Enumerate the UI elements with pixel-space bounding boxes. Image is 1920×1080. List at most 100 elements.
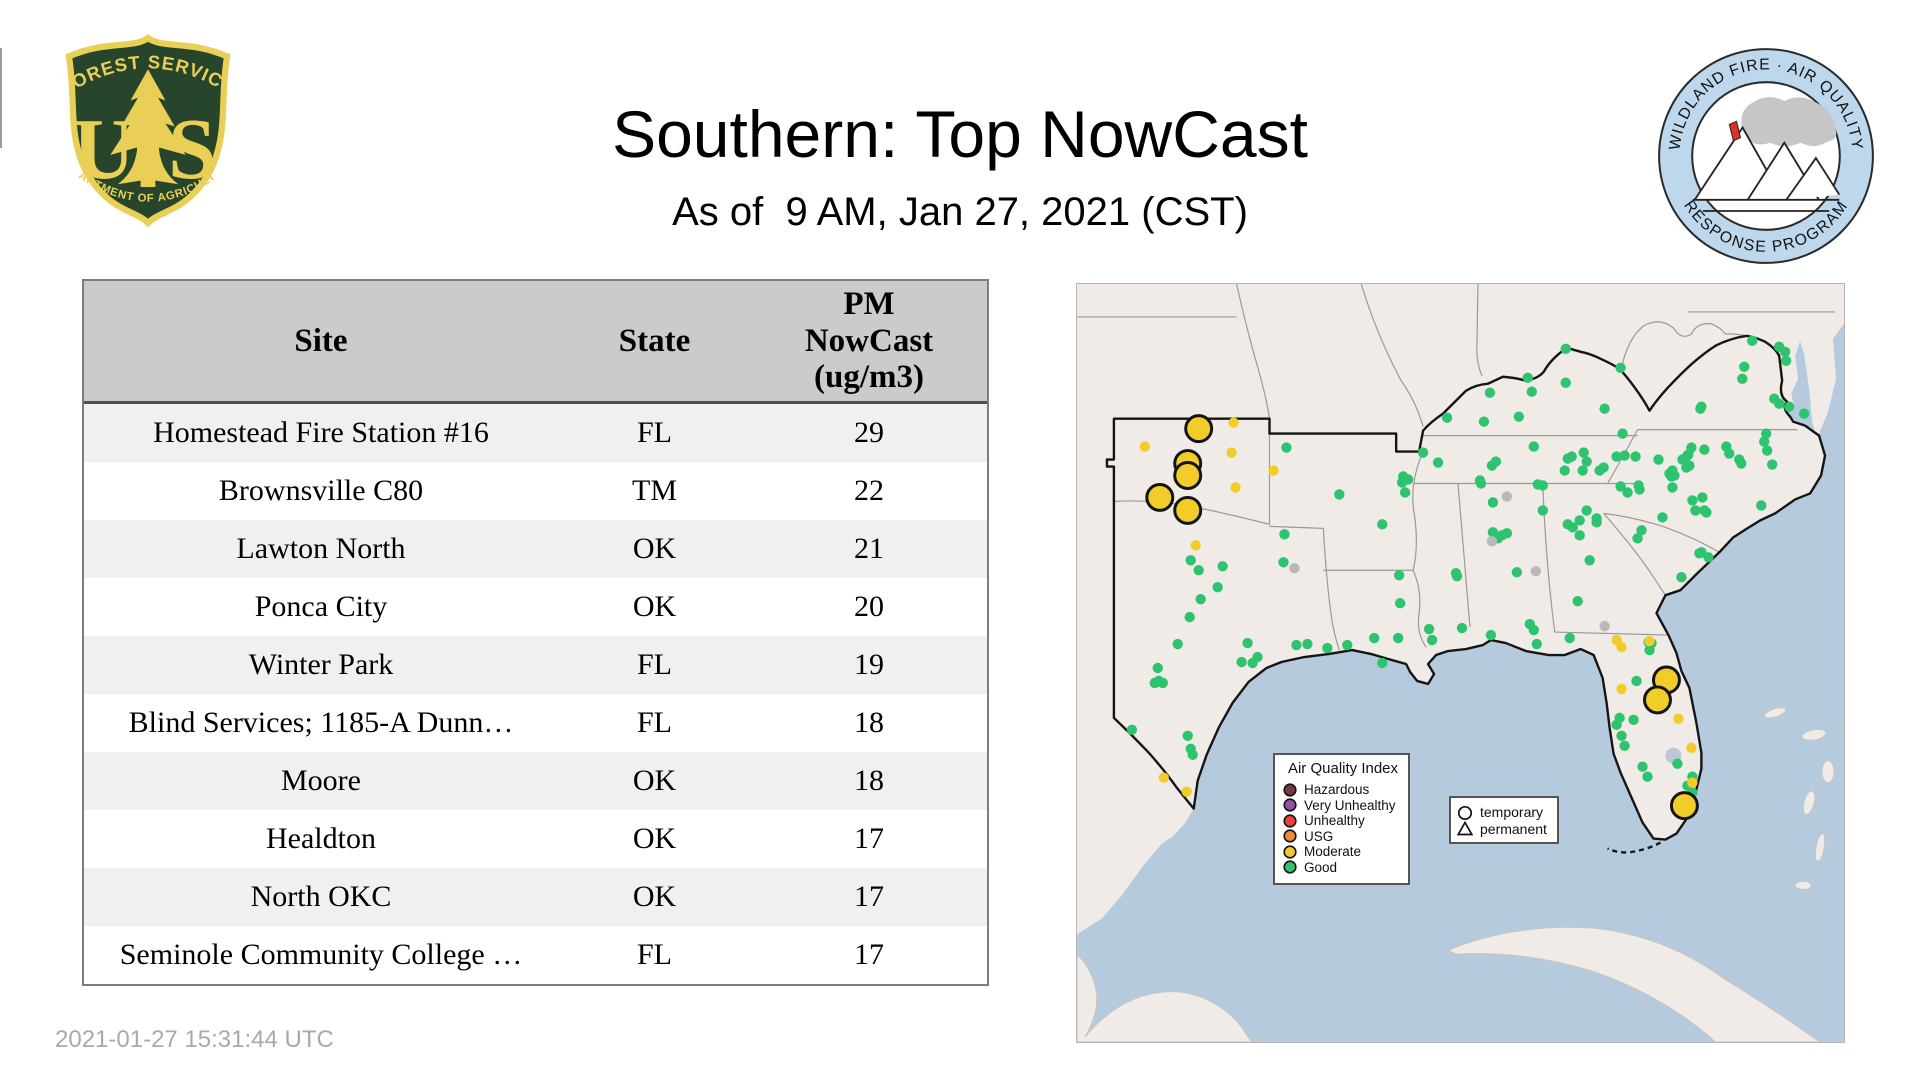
site-marker-good [1423,623,1435,635]
site-marker-good [1615,481,1626,492]
site-marker-moderate [1673,713,1684,725]
site-marker-good [1739,361,1750,372]
site-marker-good [1426,634,1438,646]
table-row: Brownsville C80 TM 22 [84,462,987,520]
usfs-logo: FOREST SERVICE U S DEPARTMENT OF AGRICUL… [56,32,231,228]
cell-state: FL [636,706,672,739]
site-marker-temporary-moderate [1173,495,1203,525]
site-marker-good [1697,492,1708,503]
cell-value: 22 [854,474,884,507]
site-marker-good [1684,460,1695,471]
cell-value: 18 [854,706,884,739]
cell-site: Blind Services; 1185-A Dunn… [128,706,514,739]
site-marker-good [1377,657,1388,669]
site-marker-good [1599,403,1610,414]
site-marker-good [1281,442,1292,453]
site-marker-good [1584,555,1595,566]
site-marker-good [1644,644,1655,656]
legend-label: Hazardous [1304,782,1370,798]
site-marker-moderate [1190,540,1201,551]
site-marker-good [1686,442,1697,453]
legend-item-temporary: temporary [1457,803,1551,820]
site-marker-good [1152,662,1163,674]
table-row: Lawton North OK 21 [84,520,987,578]
site-marker-good [1619,740,1630,751]
temporary-circle-icon [1457,805,1473,820]
cell-site: Brownsville C80 [218,474,424,507]
cell-state: FL [636,416,672,449]
cell-site: Moore [281,764,361,797]
site-marker-good [1172,638,1183,650]
site-marker-good [1369,632,1380,644]
site-marker-moderate [1268,465,1279,476]
site-marker-good [1798,408,1810,419]
legend-label: temporary [1480,803,1544,820]
site-marker-moderate [1687,777,1698,788]
cell-value: 19 [854,648,884,681]
site-marker-good [1783,401,1795,412]
legend-item-permanent: permanent [1457,820,1551,837]
table-row: Winter Park FL 19 [84,636,987,694]
site-marker-good [1456,622,1468,634]
site-marker-good [1126,724,1138,736]
site-marker-good [1185,555,1196,566]
site-marker-good [1528,624,1539,636]
cuba [1446,926,1821,1042]
site-marker-good [1522,372,1534,383]
aqi-legend: Air Quality Index Hazardous Very Unhealt… [1273,753,1410,885]
site-marker-good [1187,749,1198,760]
moderate-dot-icon [1283,845,1297,859]
cell-value: 29 [854,416,884,449]
site-marker-good [1236,656,1247,668]
site-marker-good [1394,597,1406,609]
column-header-site: Site [294,322,348,359]
site-marker-good [1560,377,1571,388]
page-title: Southern: Top NowCast [612,97,1308,172]
site-marker-good [1574,515,1585,526]
site-marker-good [1302,638,1313,650]
site-marker-good [1217,561,1228,572]
legend-label: Unhealthy [1304,813,1365,829]
table-row: Homestead Fire Station #16 FL 29 [84,404,987,462]
site-marker-good [1485,629,1497,641]
site-marker-good [1528,441,1539,452]
site-marker-good [1622,487,1633,498]
site-marker-good [1184,611,1195,623]
cell-state: OK [632,764,677,797]
site-marker-missing [1530,566,1541,577]
table-row: Ponca City OK 20 [84,578,987,636]
cell-site: Lawton North [236,532,406,565]
legend-label: Good [1304,859,1338,875]
table-header-row: Site State PM NowCast (ug/m3) [84,281,987,404]
cell-state: OK [632,532,677,565]
very-unhealthy-dot-icon [1283,798,1297,812]
site-marker-good [1581,505,1592,516]
site-marker-good [1762,445,1773,456]
site-marker-good [1392,632,1404,644]
site-marker-temporary-moderate [1145,482,1175,512]
site-marker-moderate [1616,641,1627,653]
legend-item-usg: USG [1283,829,1403,845]
site-marker-good [1531,638,1542,650]
cell-site: Winter Park [248,648,394,681]
site-marker-good [1594,465,1605,476]
column-header-state: State [618,322,691,359]
table-row: North OKC OK 17 [84,868,987,926]
site-marker-moderate [1616,683,1627,695]
site-marker-good [1631,675,1642,687]
site-marker-good [1478,416,1490,427]
marker-type-legend: temporary permanent [1449,796,1559,844]
monitoring-sites-map: Air Quality Index Hazardous Very Unhealt… [1076,283,1845,1043]
site-marker-good [1724,448,1735,459]
site-marker-good [1432,457,1444,468]
cell-site: Seminole Community College … [119,938,523,971]
cell-site: North OKC [250,880,392,913]
legend-item-moderate: Moderate [1283,844,1403,860]
cell-value: 21 [854,532,884,565]
site-marker-good [1773,398,1785,409]
site-marker-moderate [1139,441,1151,452]
site-marker-good [1611,451,1622,462]
good-dot-icon [1283,860,1297,874]
site-marker-good [1667,482,1678,493]
site-marker-good [1291,639,1302,651]
